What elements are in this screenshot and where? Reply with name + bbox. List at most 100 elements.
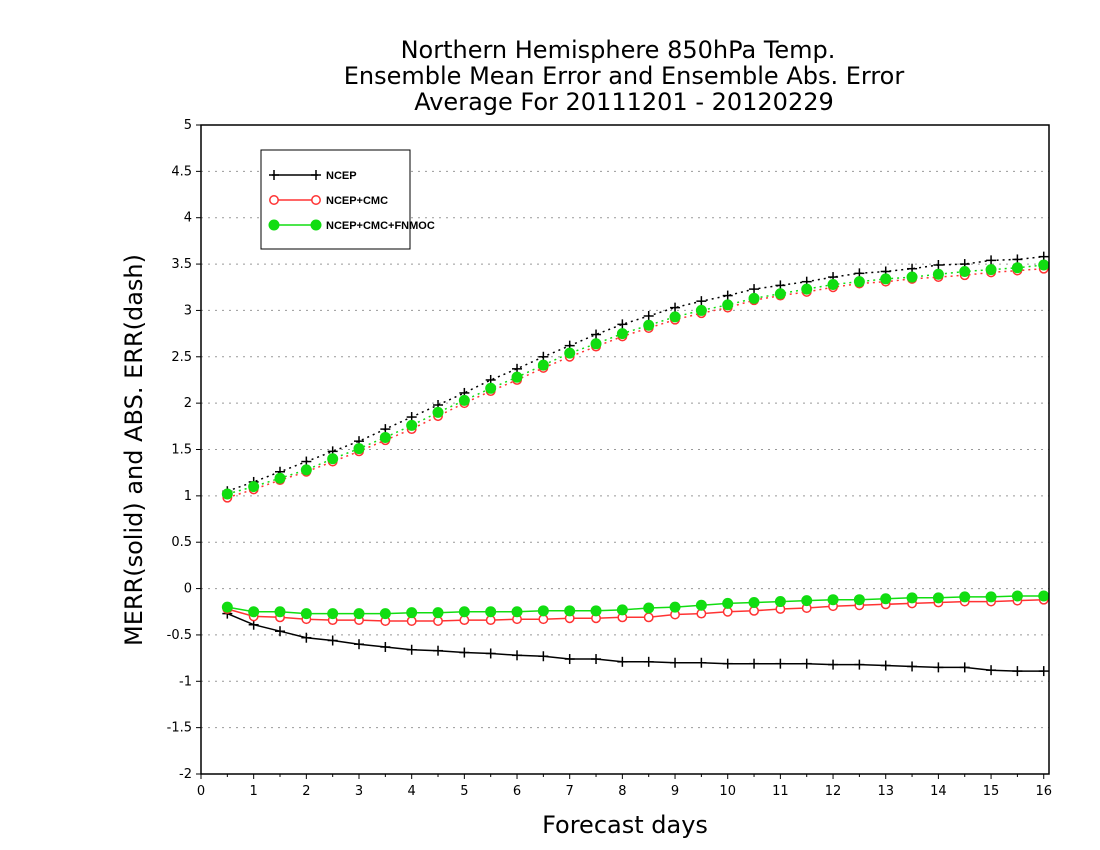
legend-swatch-start-marker: [269, 170, 279, 180]
series-ncep-cmc-fnmoc-abs-err-marker: [1038, 259, 1050, 271]
y-tick-label: -0.5: [167, 628, 192, 643]
series-ncep-merr-marker: [775, 658, 786, 669]
series-ncep-cmc-fnmoc-merr-marker: [959, 591, 971, 603]
series-ncep-abs-err-line: [227, 255, 1044, 492]
legend-swatch-end-marker: [310, 219, 322, 231]
y-tick-label: 0: [184, 582, 192, 597]
series-ncep-cmc-abs-err-line: [227, 267, 1044, 499]
series-ncep-cmc-fnmoc-abs-err-marker: [643, 319, 655, 331]
series-ncep-merr-marker: [591, 654, 602, 665]
series-ncep-cmc-fnmoc-abs-err-marker: [353, 443, 365, 455]
series-ncep-cmc-fnmoc-abs-err-marker: [880, 273, 892, 285]
series-ncep-cmc-fnmoc-merr-marker: [511, 606, 523, 618]
series-ncep-merr-marker: [801, 658, 812, 669]
series-ncep-cmc-merr-line: [227, 598, 1044, 622]
y-tick-label: 0.5: [171, 535, 192, 550]
series-ncep-merr-marker: [959, 662, 970, 673]
series-ncep-cmc-fnmoc-abs-err-marker: [959, 265, 971, 277]
series-ncep-cmc-fnmoc-merr-marker: [590, 605, 602, 617]
series-ncep-cmc-fnmoc-merr-marker: [774, 596, 786, 608]
series-ncep-cmc-fnmoc-abs-err-marker: [590, 338, 602, 350]
y-tick-label: 5: [184, 118, 192, 133]
legend-swatch-start-marker: [269, 195, 279, 205]
series-ncep-cmc-fnmoc-abs-err-marker: [274, 472, 286, 484]
series-ncep-cmc-fnmoc-merr-marker: [616, 604, 628, 616]
y-tick-label: 2.5: [171, 350, 192, 365]
x-tick-label: 9: [671, 784, 679, 799]
series-ncep-cmc-fnmoc-abs-err-marker: [669, 311, 681, 323]
series-ncep-abs-err-marker: [670, 302, 681, 313]
y-tick-label: 1.5: [171, 443, 192, 458]
series-ncep-cmc-fnmoc-abs-err-marker: [1011, 262, 1023, 274]
series-ncep-merr-marker: [512, 650, 523, 661]
series-ncep-cmc-fnmoc-abs-err-marker: [511, 371, 523, 383]
series-ncep-cmc-fnmoc-merr-marker: [353, 608, 365, 620]
series-ncep-merr-marker: [643, 656, 654, 667]
series-ncep-merr-marker: [828, 659, 839, 670]
series-ncep-merr-marker: [538, 651, 549, 662]
series-ncep-abs-err-marker: [933, 259, 944, 270]
series-ncep-cmc-fnmoc-merr-marker: [669, 601, 681, 613]
series-ncep: [222, 251, 1049, 677]
series-ncep-cmc-fnmoc-abs-err-marker: [564, 347, 576, 359]
series-ncep-abs-err-marker: [749, 284, 760, 295]
x-tick-label: 10: [719, 784, 736, 799]
grid: [201, 170, 1049, 729]
x-tick-label: 14: [930, 784, 947, 799]
series-ncep-cmc: [222, 263, 1049, 626]
legend-item-ncep-cmc-fnmoc: NCEP+CMC+FNMOC: [268, 219, 435, 232]
series-ncep-merr-marker: [749, 658, 760, 669]
series-ncep-merr-marker: [301, 632, 312, 643]
series-ncep-merr-marker: [380, 641, 391, 652]
x-tick-label: 15: [983, 784, 1000, 799]
series-ncep-cmc-fnmoc-merr-marker: [853, 594, 865, 606]
series-ncep-cmc-fnmoc-abs-err-marker: [906, 271, 918, 283]
series-ncep-cmc-fnmoc-merr-marker: [1038, 590, 1050, 602]
series-ncep-merr-marker: [933, 662, 944, 673]
series-ncep-cmc-fnmoc-merr-line: [227, 595, 1044, 615]
series-ncep-cmc-fnmoc-abs-err-marker: [695, 304, 707, 316]
y-tick-label: -1.5: [167, 721, 192, 736]
series-ncep-cmc-fnmoc-merr-marker: [932, 592, 944, 604]
series-ncep-cmc-fnmoc-abs-err-marker: [722, 299, 734, 311]
series-layer: [221, 251, 1050, 677]
series-ncep-cmc-merr-marker: [643, 612, 654, 623]
series-ncep-merr-marker: [907, 661, 918, 672]
x-tick-label: 6: [513, 784, 521, 799]
x-tick-label: 4: [408, 784, 416, 799]
series-ncep-cmc-fnmoc-merr-marker: [564, 605, 576, 617]
series-ncep-cmc-fnmoc-merr-marker: [537, 605, 549, 617]
series-ncep-abs-err-marker: [643, 310, 654, 321]
series-ncep-cmc-fnmoc-abs-err-marker: [748, 292, 760, 304]
y-tick-label: -1: [179, 674, 192, 689]
series-ncep-cmc-fnmoc-abs-err-marker: [300, 464, 312, 476]
series-ncep-abs-err-marker: [617, 319, 628, 330]
y-tick-label: 3: [184, 303, 192, 318]
series-ncep-cmc-fnmoc-merr-marker: [906, 592, 918, 604]
chart-title-line-1: Northern Hemisphere 850hPa Temp.: [401, 36, 836, 64]
series-ncep-cmc-fnmoc-merr-marker: [748, 596, 760, 608]
series-ncep-cmc-fnmoc-abs-err-marker: [379, 431, 391, 443]
series-ncep-merr-marker: [275, 626, 286, 637]
y-tick-label: 4.5: [171, 164, 192, 179]
series-ncep-cmc-fnmoc-abs-err-marker: [774, 288, 786, 300]
series-ncep-cmc-fnmoc-abs-err-marker: [985, 264, 997, 276]
series-ncep-cmc-fnmoc-merr-marker: [1011, 590, 1023, 602]
legend-swatch-end-marker: [311, 195, 321, 205]
series-ncep-cmc-fnmoc-abs-err-marker: [801, 283, 813, 295]
x-tick-label: 7: [566, 784, 574, 799]
series-ncep-cmc-fnmoc-merr-marker: [406, 607, 418, 619]
series-ncep-merr-marker: [564, 654, 575, 665]
x-tick-label: 16: [1035, 784, 1052, 799]
y-tick-label: -2: [179, 767, 192, 782]
x-tick-label: 12: [825, 784, 842, 799]
series-ncep-merr-marker: [1012, 666, 1023, 677]
legend-item-ncep-cmc: NCEP+CMC: [269, 195, 388, 207]
series-ncep-merr-marker: [1038, 666, 1049, 677]
chart-title-line-2: Ensemble Mean Error and Ensemble Abs. Er…: [344, 62, 905, 90]
series-ncep-merr-marker: [459, 647, 470, 658]
chart-title-line-3: Average For 20111201 - 20120229: [414, 88, 834, 116]
x-tick-label: 0: [197, 784, 205, 799]
series-ncep-cmc-fnmoc-abs-err-marker: [432, 406, 444, 418]
axis-ticks: 54.543.532.521.510.50-0.5-1-1.5-20 1 2 3 4 5 6…: [167, 118, 1052, 799]
